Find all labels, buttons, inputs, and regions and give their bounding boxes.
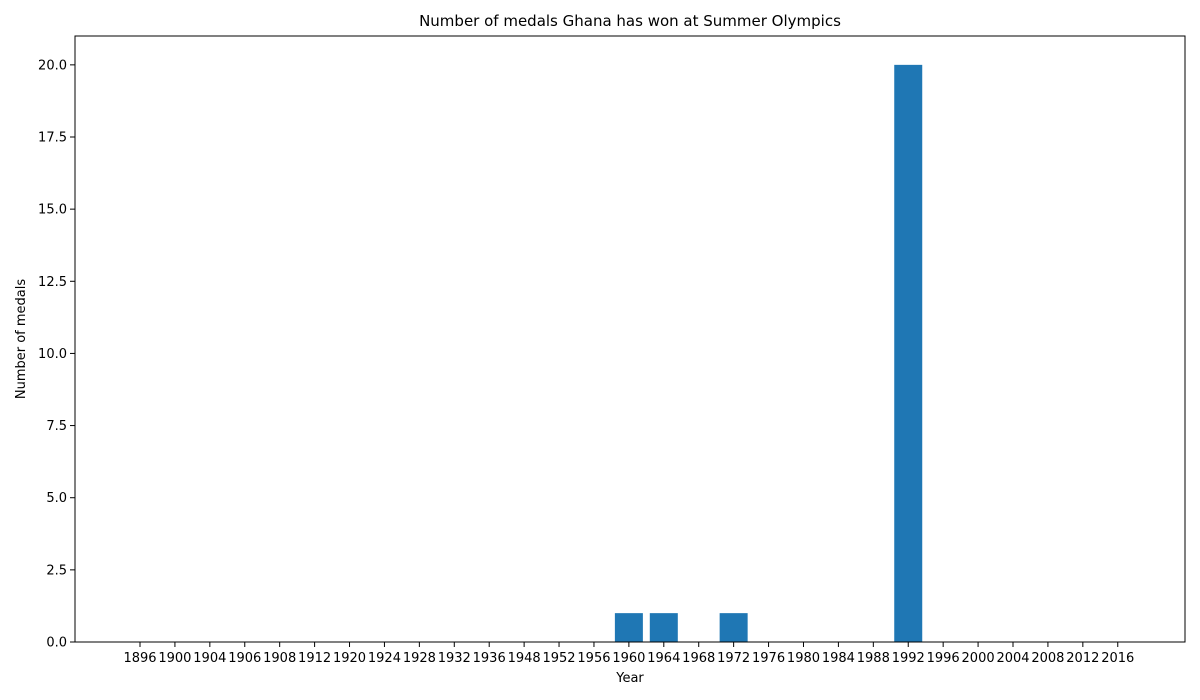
x-tick-label: 2016 — [1101, 651, 1134, 666]
y-tick-label: 20.0 — [38, 58, 67, 73]
y-axis-label: Number of medals — [14, 279, 29, 400]
x-tick-label: 1964 — [647, 651, 680, 666]
x-tick-label: 1956 — [577, 651, 610, 666]
x-tick-label: 1920 — [333, 651, 366, 666]
x-tick-label: 1960 — [612, 651, 645, 666]
x-tick-label: 1952 — [542, 651, 575, 666]
y-tick-label: 12.5 — [38, 275, 67, 290]
x-tick-label: 1924 — [368, 651, 401, 666]
y-tick-label: 5.0 — [46, 491, 67, 506]
x-tick-label: 1972 — [717, 651, 750, 666]
x-tick-label: 1936 — [473, 651, 506, 666]
x-tick-label: 2004 — [996, 651, 1029, 666]
x-tick-label: 2000 — [962, 651, 995, 666]
plot-area — [75, 36, 1185, 642]
x-axis-label: Year — [615, 671, 644, 686]
x-tick-label: 1992 — [892, 651, 925, 666]
chart-title: Number of medals Ghana has won at Summer… — [419, 12, 841, 30]
bars — [614, 64, 923, 643]
x-tick-label: 1896 — [123, 651, 156, 666]
y-tick-label: 7.5 — [46, 419, 67, 434]
y-tick-label: 10.0 — [38, 347, 67, 362]
x-tick-label: 1908 — [263, 651, 296, 666]
x-tick-label: 1988 — [857, 651, 890, 666]
plot-frame — [74, 35, 1186, 643]
x-tick-label: 1984 — [822, 651, 855, 666]
x-axis: 1896 1900 1904 1906 1908 1912 1920 1924 1928 1932… — [123, 642, 1134, 666]
x-tick-label: 2012 — [1066, 651, 1099, 666]
x-tick-label: 1948 — [508, 651, 541, 666]
y-axis: 0.0 2.5 5.0 7.5 10.0 12.5 15.0 17.5 20.0 — [38, 58, 75, 651]
x-tick-label: 1932 — [438, 651, 471, 666]
x-tick-label: 1900 — [158, 651, 191, 666]
x-tick-label: 1904 — [193, 651, 226, 666]
x-tick-label: 1976 — [752, 651, 785, 666]
x-tick-label: 2008 — [1031, 651, 1064, 666]
y-tick-label: 0.0 — [46, 636, 67, 651]
x-tick-label: 1928 — [403, 651, 436, 666]
x-tick-label: 1906 — [228, 651, 261, 666]
x-tick-label: 1980 — [787, 651, 820, 666]
bar-1960 — [614, 613, 643, 642]
y-tick-label: 2.5 — [46, 563, 67, 578]
x-tick-label: 1996 — [927, 651, 960, 666]
bar-1964 — [649, 613, 678, 642]
bar-1972 — [719, 613, 748, 642]
bar-1992 — [894, 64, 923, 643]
x-tick-label: 1912 — [298, 651, 331, 666]
y-tick-label: 17.5 — [38, 131, 67, 146]
x-tick-label: 1968 — [682, 651, 715, 666]
y-tick-label: 15.0 — [38, 203, 67, 218]
